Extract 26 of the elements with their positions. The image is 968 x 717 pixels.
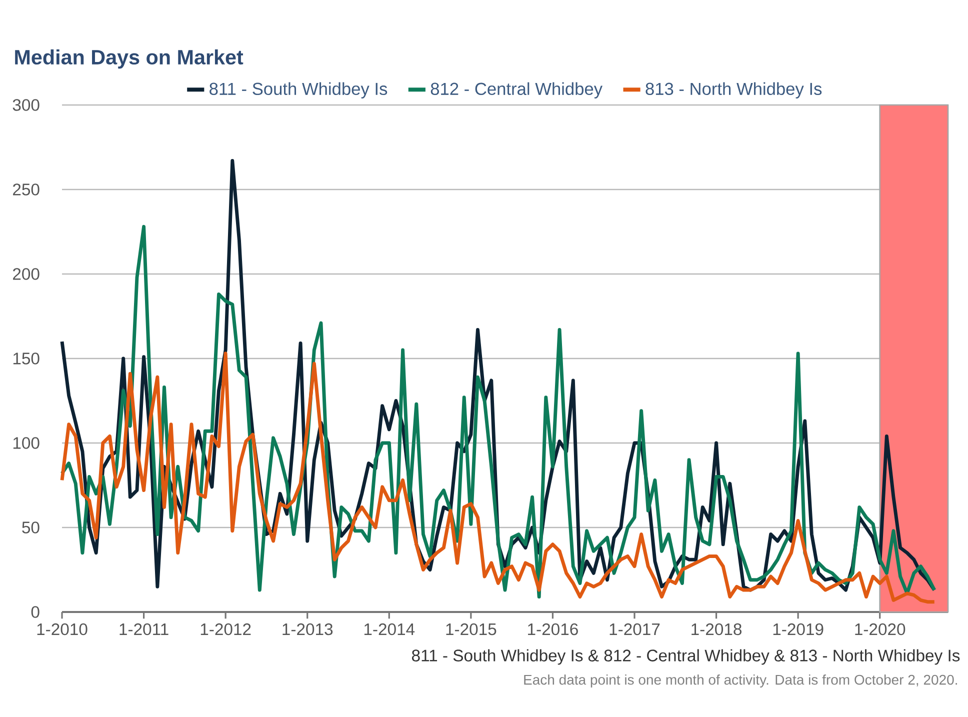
x-tick-label: 1-2020 bbox=[855, 623, 906, 636]
x-tick-label: 1-2015 bbox=[446, 623, 496, 636]
y-tick-label: 0 bbox=[31, 606, 40, 618]
x-tick-label: 1-2017 bbox=[610, 623, 660, 636]
y-tick-label: 300 bbox=[12, 99, 40, 111]
chart-title: Median Days on Market bbox=[15, 49, 244, 69]
y-tick-label: 250 bbox=[13, 184, 40, 196]
x-tick-label: 1-2016 bbox=[528, 623, 578, 636]
x-tick-label: 1-2014 bbox=[364, 623, 415, 636]
x-tick-label: 1-2012 bbox=[200, 623, 251, 636]
y-tick-label: 200 bbox=[13, 268, 40, 280]
legend-label: 812 - Central Whidbey bbox=[430, 82, 603, 98]
y-tick-label: 100 bbox=[13, 437, 40, 449]
legend-label: 813 - North Whidbey Is bbox=[646, 82, 822, 98]
x-tick-label: 1-2011 bbox=[120, 623, 168, 636]
x-tick-label: 1-2018 bbox=[692, 623, 742, 636]
y-tick-label: 150 bbox=[13, 352, 40, 364]
x-tick-label: 1-2019 bbox=[773, 623, 824, 636]
legend-label: 811 - South Whidbey Is bbox=[210, 82, 388, 98]
x-tick-label: 1-2013 bbox=[282, 623, 333, 636]
x-tick-label: 1-2010 bbox=[37, 623, 88, 636]
text: 811 - South Whidbey Is & 812 - Central Whidbey & 813 - North Whidbey Is bbox=[412, 649, 960, 665]
line-series bbox=[60, 224, 936, 599]
line-series bbox=[60, 352, 936, 604]
y-tick-label: 50 bbox=[22, 522, 40, 534]
text: Each data point is one month of activity. Data is from October 2, 2020. bbox=[524, 674, 957, 688]
